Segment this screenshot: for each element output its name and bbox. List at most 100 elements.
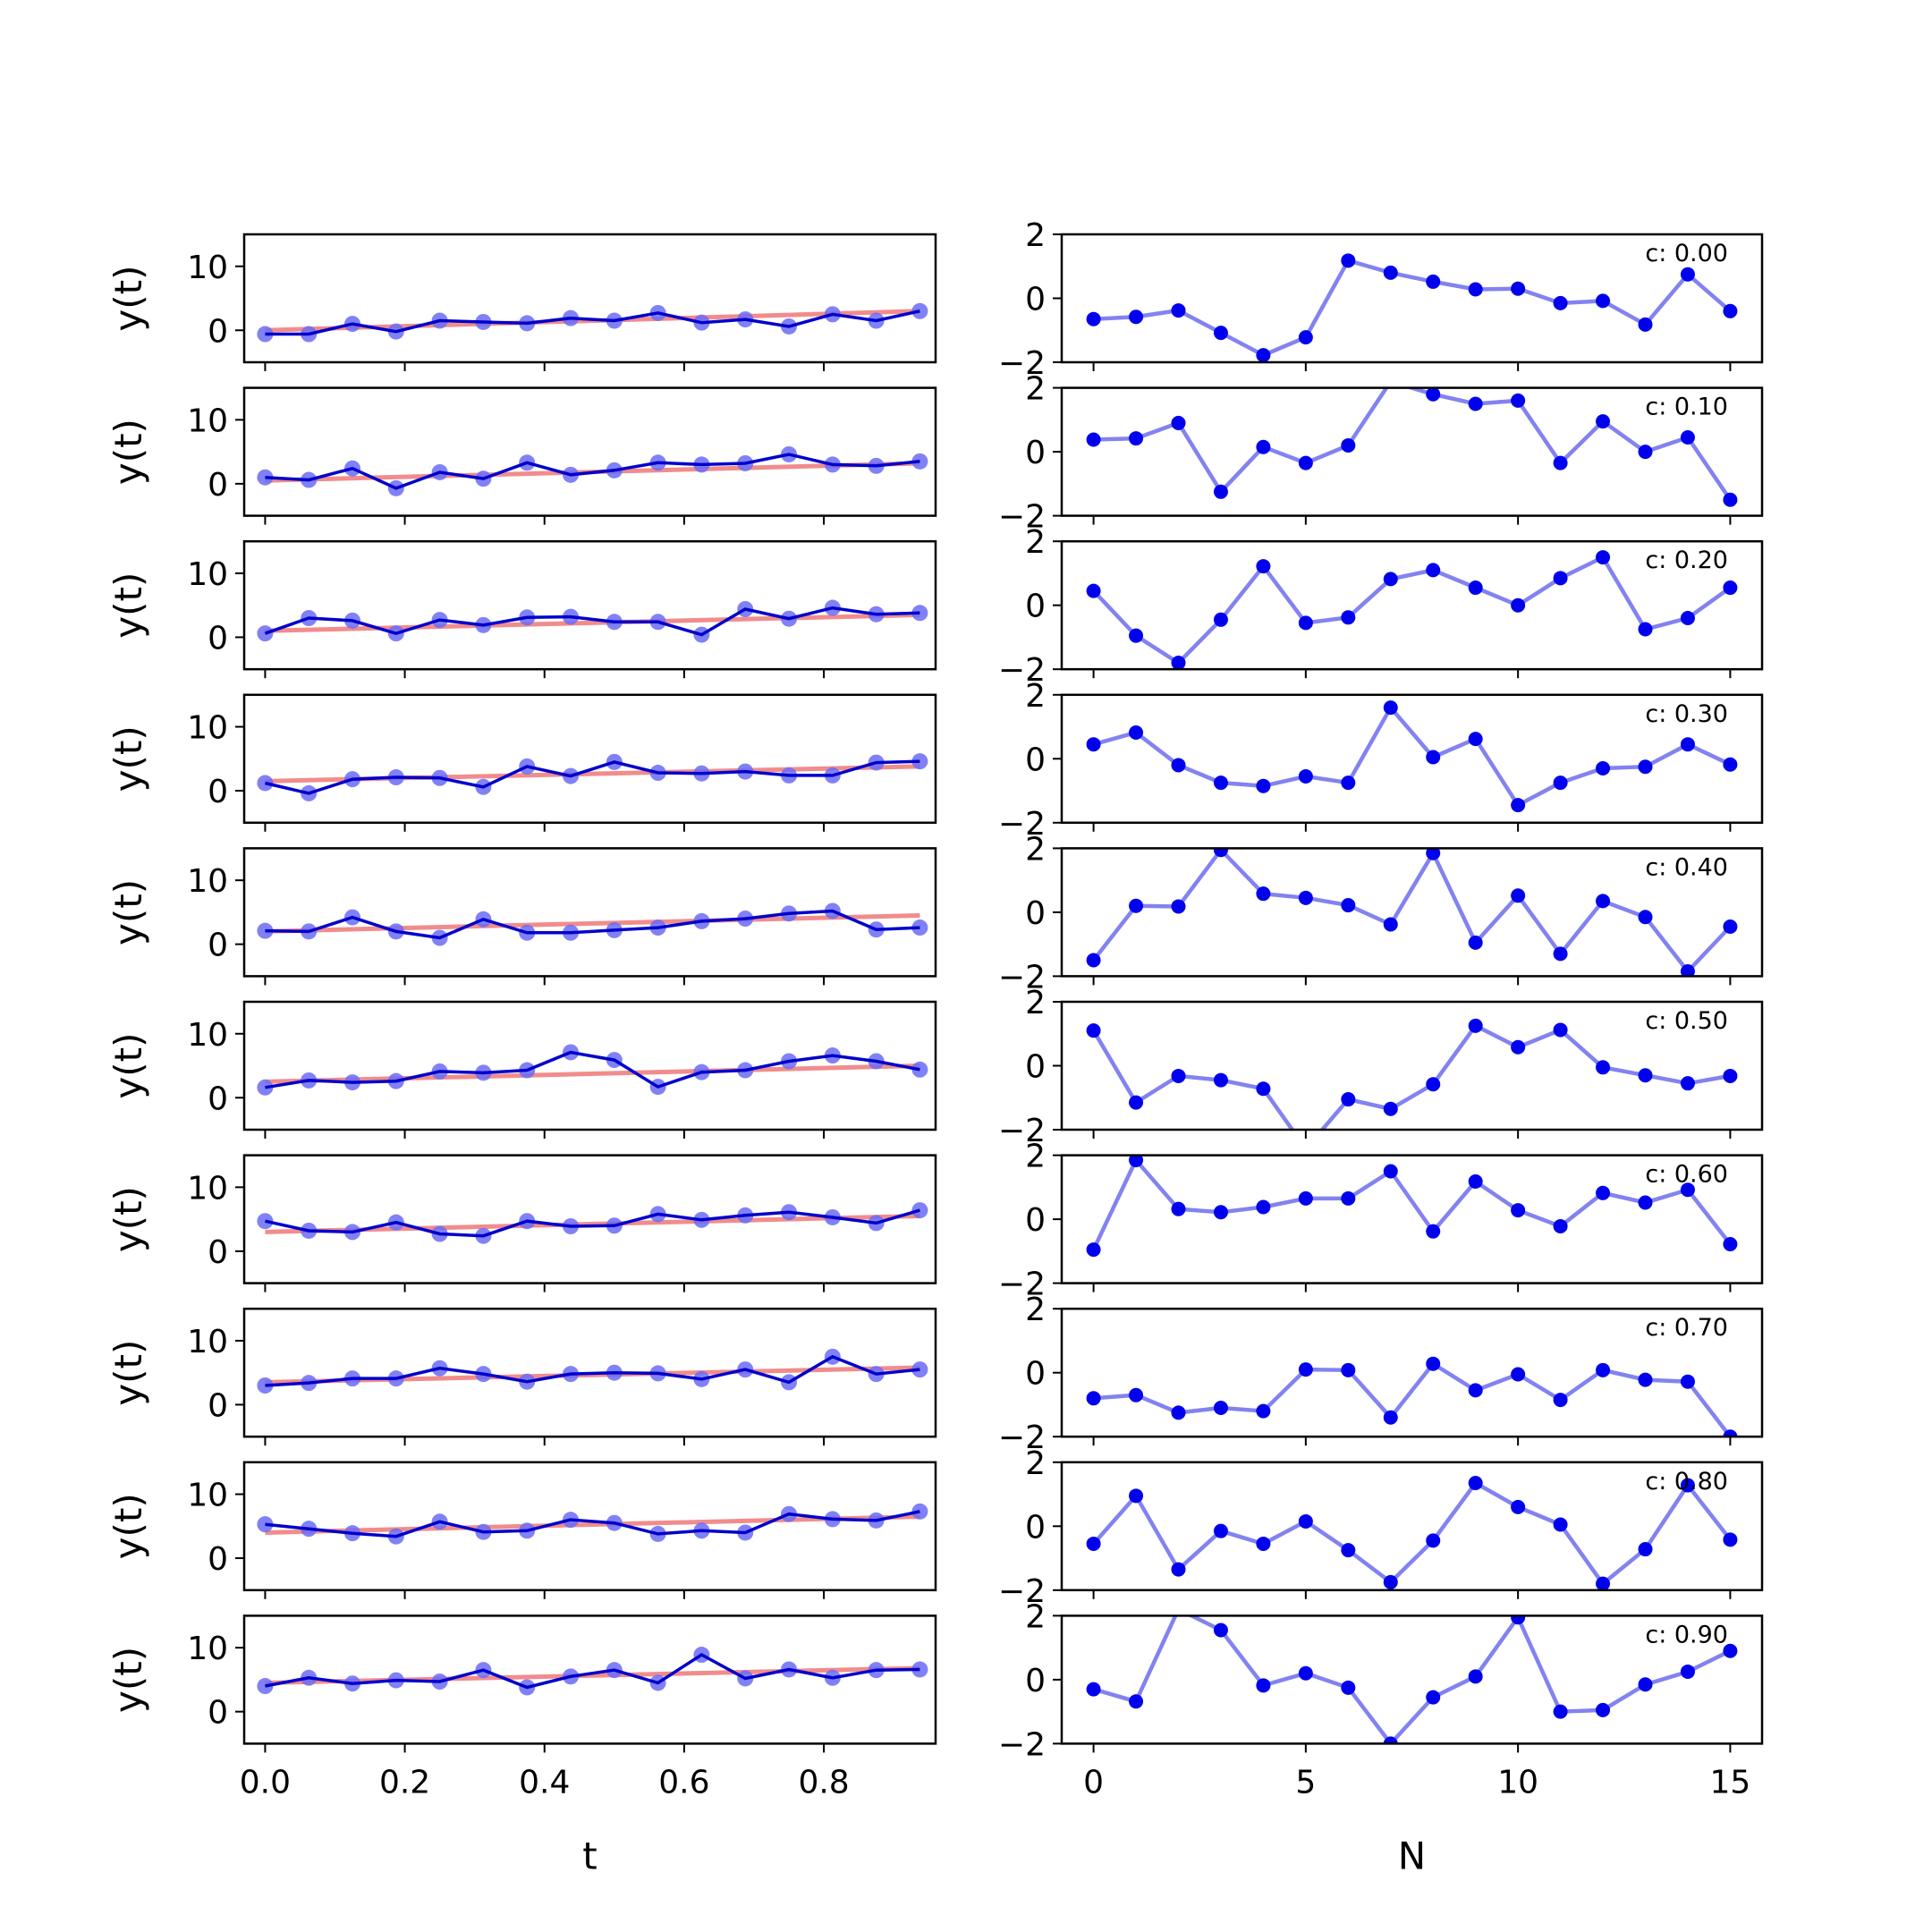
series-point (1086, 311, 1101, 326)
y-axis-label: y(t) (106, 1340, 150, 1406)
c-annotation: c: 0.90 (1645, 1621, 1728, 1648)
right-panel-4: c: 0.40 −2 0 2 (998, 831, 1764, 996)
y-tick-label: 2 (1025, 985, 1046, 1021)
y-tick-label: 10 (187, 1324, 228, 1360)
series-point (1680, 1478, 1695, 1493)
plot-area (1086, 253, 1738, 362)
series-point (1723, 1068, 1738, 1083)
panel-frame (242, 693, 937, 825)
series-point (1341, 1191, 1356, 1206)
observation-line (265, 1050, 920, 1089)
series-point (1213, 484, 1228, 499)
series-point (1383, 1101, 1398, 1116)
panel-frame (242, 539, 937, 671)
y-tick-label: −2 (998, 959, 1046, 996)
y-tick-label: 2 (1025, 1292, 1046, 1328)
series-point (1596, 1185, 1611, 1200)
plot-area (257, 1044, 928, 1096)
series-point (1468, 1669, 1483, 1684)
series-point (1383, 1164, 1398, 1179)
c-annotation: c: 0.10 (1645, 394, 1728, 421)
series-point (1553, 455, 1568, 470)
trend-line (265, 1514, 920, 1535)
series-point (1638, 1677, 1653, 1692)
series-point (1596, 894, 1611, 909)
series-point (1553, 571, 1568, 586)
series-point (1129, 309, 1144, 325)
y-tick-label: 2 (1025, 678, 1046, 715)
series-point (1256, 439, 1271, 454)
series-point (1426, 1224, 1441, 1239)
y-tick-label: 2 (1025, 1598, 1046, 1635)
trend-line (265, 1063, 920, 1084)
y-tick-label: −2 (998, 1573, 1046, 1610)
series-point (1341, 775, 1356, 791)
right-panel-6: c: 0.60 −2 0 2 (998, 1139, 1764, 1303)
right-panel-0: c: 0.00 −2 0 2 (998, 217, 1764, 382)
y-tick-label: 0 (208, 928, 228, 964)
plot-area (257, 1348, 928, 1394)
left-panel-4: 0 10 y(t) (106, 847, 937, 986)
left-panel-2: 0 10 y(t) (106, 539, 937, 679)
series-line (1091, 555, 1732, 665)
left-panel-9: 0 10 0.0 0.2 0.4 0.6 0.8 y(t) (106, 1614, 937, 1801)
series-point (1723, 1643, 1738, 1658)
series-point (1086, 432, 1101, 447)
series-point (1213, 775, 1228, 791)
y-tick-label: 2 (1025, 524, 1046, 561)
series-point (1383, 572, 1398, 587)
trend-line (265, 912, 920, 934)
series-point (1468, 580, 1483, 596)
y-tick-label: −2 (998, 345, 1046, 382)
series-point (1553, 775, 1568, 791)
series-point (1213, 1523, 1228, 1538)
series-point (1553, 1022, 1568, 1038)
series-point (1383, 265, 1398, 280)
series-point (1638, 1068, 1653, 1083)
y-axis-label: y(t) (106, 1493, 150, 1559)
series-line (1091, 1022, 1731, 1130)
plot-area (1086, 700, 1738, 813)
series-point (1213, 1072, 1228, 1088)
series-point (1553, 1517, 1568, 1532)
series-point (1638, 759, 1653, 775)
y-tick-label: 0 (208, 1234, 228, 1271)
x-tick-label: 5 (1295, 1764, 1316, 1801)
y-tick-label: 2 (1025, 217, 1046, 254)
series-point (1256, 348, 1271, 362)
series-point (1680, 430, 1695, 445)
series-point (1511, 1203, 1526, 1218)
series-point (1298, 768, 1313, 784)
series-point (1383, 1736, 1398, 1744)
series-point (1511, 597, 1526, 613)
y-tick-label: −2 (998, 806, 1046, 843)
observation-marker (911, 1661, 928, 1678)
series-point (1680, 267, 1695, 282)
series-point (1086, 737, 1101, 752)
series-point (1298, 1362, 1313, 1377)
series-point (1086, 1023, 1101, 1038)
y-axis-label: y(t) (106, 725, 150, 792)
series-point (1468, 1476, 1483, 1491)
series-point (1638, 1542, 1653, 1557)
y-tick-label: 0 (1025, 1202, 1046, 1239)
series-point (1723, 303, 1738, 318)
observation-marker (911, 1202, 928, 1219)
series-point (1298, 1191, 1313, 1206)
series-point (1129, 1155, 1144, 1167)
right-panel-2: c: 0.20 −2 0 2 (998, 524, 1764, 689)
observation-marker (911, 1503, 928, 1520)
observation-marker (911, 453, 928, 470)
left-column-panels: 0 10 y(t) 0 10 y(t) 0 10 y(t) 0 10 y(t) 0 10 y(t) 0 10 y(… (106, 233, 937, 1801)
y-tick-label: 0 (1025, 895, 1046, 932)
series-point (1086, 583, 1101, 598)
series-point (1468, 935, 1483, 950)
series-point (1341, 1362, 1356, 1377)
series-point (1638, 1372, 1653, 1387)
y-axis-label: y(t) (106, 572, 150, 639)
y-tick-label: −2 (998, 652, 1046, 689)
y-axis-label: y(t) (106, 1032, 150, 1098)
series-point (1383, 1574, 1398, 1589)
